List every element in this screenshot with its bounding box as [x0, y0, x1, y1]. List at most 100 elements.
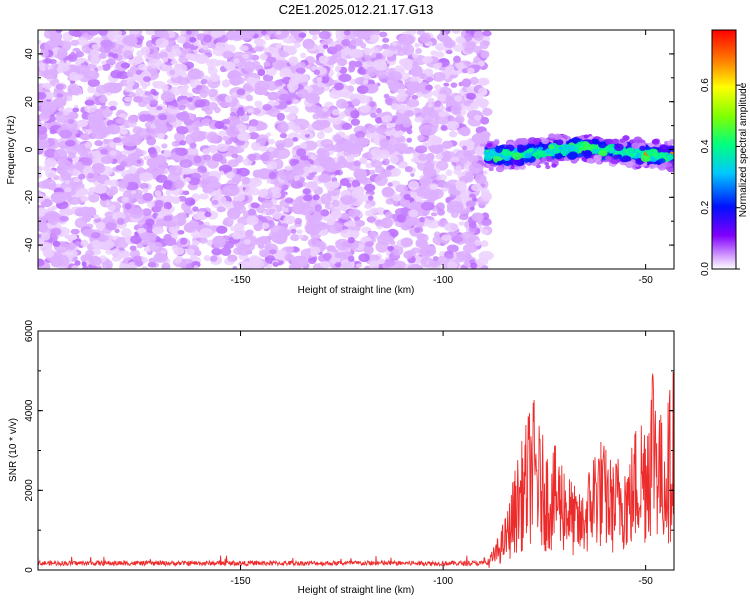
spectrogram-cell: [291, 255, 309, 268]
spectrogram-cell: [57, 254, 70, 267]
spectrogram-cell: [399, 197, 411, 208]
spectrogram-cell: [57, 48, 68, 59]
spectrogram-cell: [136, 159, 142, 164]
spectrogram-cell: [254, 100, 263, 108]
spectrogram-cell: [291, 149, 297, 155]
spectrogram-cell: [139, 232, 149, 240]
spectrogram-cell: [343, 222, 350, 227]
spectrogram-cell: [105, 248, 113, 255]
spectrogram-cell: [247, 208, 256, 216]
spectrogram-cell: [450, 82, 458, 88]
spectrogram-cell: [470, 183, 482, 192]
spectrogram-cell: [410, 75, 422, 83]
spectrogram-cell: [70, 228, 80, 235]
spectrogram-cell: [120, 228, 132, 238]
spectrogram-cell: [220, 247, 232, 256]
spectrogram-cell: [211, 247, 223, 256]
spectrogram-cell: [104, 211, 115, 219]
spectrogram-cell: [419, 177, 431, 186]
spectrogram-cell: [100, 193, 108, 201]
spectrogram-cell: [170, 229, 179, 235]
spectrogram-cell: [222, 135, 230, 141]
spectrogram-cell: [384, 130, 392, 137]
spectrogram-cell: [50, 191, 67, 204]
spectrogram-cell: [130, 235, 142, 244]
spectrogram-cell: [272, 47, 279, 53]
spectrogram-cell: [231, 91, 238, 98]
spectrogram-cell: [68, 86, 82, 96]
spectrogram-cell: [387, 245, 395, 251]
spectrogram-cell: [305, 92, 320, 104]
spectrogram-cell: [472, 197, 478, 202]
spectrogram-cell: [180, 237, 188, 246]
spectrogram-cell: [451, 235, 464, 243]
spectrogram-cell: [391, 244, 404, 256]
spectrogram-cell: [56, 93, 64, 98]
spectrogram-cell: [64, 187, 72, 193]
spectrogram-cell: [186, 248, 195, 256]
spectrogram-cell: [291, 203, 306, 215]
spectrogram-cell: [426, 219, 441, 229]
spectrogram-cell: [335, 170, 341, 175]
spectrogram-cell: [425, 84, 433, 91]
spectrogram-cell: [424, 185, 432, 191]
spectrogram-cell: [157, 133, 166, 140]
spectrogram-cell: [176, 126, 187, 133]
spectrogram-cell: [316, 149, 326, 156]
spectrogram-cell: [362, 73, 370, 79]
spectrogram-cell: [42, 248, 55, 258]
spectrogram-cell: [265, 132, 272, 137]
spectrogram-cell: [400, 222, 411, 231]
spectrogram-cell: [105, 58, 116, 66]
spectrogram-cell: [57, 62, 70, 72]
spectrogram-cell: [104, 179, 112, 185]
spectrogram-cell: [348, 65, 356, 73]
spectrogram-cell: [320, 209, 330, 217]
spectrogram-cell: [302, 194, 313, 202]
spectrogram-cell: [189, 142, 197, 149]
spectrogram-cell: [185, 53, 195, 60]
spectrogram-cell: [419, 32, 431, 44]
spectrogram-cell: [387, 182, 393, 187]
spectrogram-cell: [288, 56, 299, 66]
spectrogram-cell: [583, 134, 589, 139]
spectrogram-cell: [72, 107, 80, 113]
spectrogram-cell: [285, 246, 295, 253]
spectrogram-cell: [185, 147, 199, 156]
spectrogram-cell: [469, 76, 479, 85]
spectrogram-cell: [272, 261, 279, 267]
spectrogram-cell: [58, 207, 73, 217]
spectrogram-cell: [299, 142, 308, 150]
spectrogram-cell: [108, 141, 117, 149]
spectrogram-cell: [78, 173, 86, 180]
spectrogram-cell: [49, 129, 57, 135]
spectrogram-cell: [161, 208, 171, 216]
spectrogram-cell: [300, 52, 307, 59]
spectrogram-cell: [120, 160, 128, 167]
spectrogram-cell: [355, 220, 366, 227]
spectrogram-cell: [236, 108, 245, 117]
spectrogram-cell: [268, 146, 275, 152]
spectrogram-cell: [462, 243, 478, 254]
spectrogram-cell: [163, 149, 172, 158]
spectrogram-cell: [392, 194, 402, 202]
spectrogram-cell: [454, 95, 462, 102]
spectrogram-cell: [281, 184, 289, 191]
spectrogram-cell: [445, 253, 454, 260]
spectrogram-cell: [303, 130, 310, 135]
spectrogram-cell: [406, 35, 414, 44]
spectrogram-cell: [126, 150, 132, 155]
spectrogram-cell: [310, 105, 322, 113]
spectrogram-cell: [133, 192, 143, 200]
spectrogram-cell: [272, 211, 282, 220]
spectrogram-cell: [263, 61, 271, 67]
spectrogram-cell: [320, 193, 332, 205]
spectrogram-cell: [243, 61, 256, 73]
spectrogram-cell: [158, 167, 165, 174]
spectrogram-cell: [223, 200, 232, 208]
spectrogram-cell: [70, 39, 79, 47]
spectrogram-cell: [394, 124, 402, 132]
spectrogram-cell: [338, 57, 348, 66]
spectrogram-cell: [126, 79, 135, 88]
